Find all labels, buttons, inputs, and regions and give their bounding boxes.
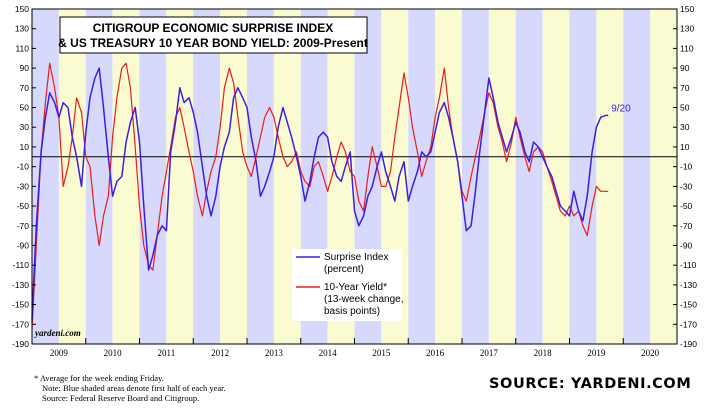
y-tick-label-left: -70 (17, 221, 30, 231)
y-tick-label-left: 110 (15, 43, 29, 53)
y-tick-label-right: 30 (680, 122, 690, 132)
x-tick-label: 2014 (319, 348, 338, 358)
y-tick-label-left: 10 (20, 142, 30, 152)
y-tick-label-right: -150 (680, 300, 697, 310)
y-tick-label-left: -190 (12, 339, 29, 349)
y-tick-label-right: -70 (680, 221, 693, 231)
y-tick-label-left: -110 (13, 260, 30, 270)
y-tick-label-right: -170 (680, 319, 697, 329)
footnotes: * Average for the week ending Friday. No… (34, 373, 454, 403)
x-tick-label: 2012 (211, 348, 229, 358)
y-tick-label-right: 10 (680, 142, 690, 152)
series-surprise-index-line (31, 67, 609, 320)
y-tick-label-left: -130 (12, 280, 29, 290)
y-axis-left: 150 130 110 90 70 50 30 10 -10 -30 -50 -70 -90 -110 -1… (12, 4, 36, 349)
title-box (59, 16, 368, 54)
band-first-half-2019 (569, 9, 597, 344)
x-tick-label: 2016 (426, 348, 445, 358)
y-tick-label-left: 70 (20, 83, 30, 93)
x-tick-label: 2011 (158, 348, 176, 358)
x-tick-label: 2019 (587, 348, 606, 358)
footnote-asterisk: * Average for the week ending Friday. (34, 373, 164, 383)
y-tick-label-left: -50 (17, 201, 30, 211)
band-second-half-2012 (220, 9, 247, 344)
legend: Surprise Index (percent) 10-Year Yield* … (292, 249, 404, 321)
y-axis-right: 150 130 110 90 70 50 30 10 -10 -30 -50 -70 -90 -110 -1… (673, 4, 697, 349)
chart-title-line1: CITIGROUP ECONOMIC SURPRISE INDEX (93, 21, 333, 35)
y-tick-label-right: -130 (680, 280, 697, 290)
band-second-half-2011 (166, 9, 194, 344)
x-tick-label: 2015 (372, 348, 391, 358)
y-tick-label-right: 90 (680, 63, 690, 73)
watermark-yardeni: yardeni.com (34, 328, 81, 338)
y-tick-label-right: -30 (680, 181, 693, 191)
band-second-half-2010 (112, 9, 140, 344)
band-first-half-2012 (193, 9, 221, 344)
y-tick-label-right: -190 (680, 339, 697, 349)
band-first-half-2018 (515, 9, 543, 344)
y-tick-label-left: -150 (12, 300, 29, 310)
chart-title-line2: & US TREASURY 10 YEAR BOND YIELD: 2009-P… (58, 36, 368, 50)
y-tick-label-left: -90 (17, 240, 30, 250)
y-tick-label-right: -110 (680, 260, 697, 270)
legend-label-yield-unit2: basis points) (324, 306, 380, 317)
y-tick-label-left: -30 (17, 181, 30, 191)
x-tick-label: 2018 (534, 348, 553, 358)
band-first-half-2011 (139, 9, 167, 344)
y-tick-label-left: 150 (15, 4, 29, 14)
x-tick-label: 2010 (104, 348, 123, 358)
band-second-half-2018 (542, 9, 570, 344)
x-tick-label: 2009 (50, 348, 69, 358)
legend-label-yield: 10-Year Yield* (324, 282, 387, 293)
y-tick-label-left: 50 (20, 103, 30, 113)
y-tick-label-right: -50 (680, 201, 693, 211)
band-first-half-2020 (623, 9, 651, 344)
x-tick-label: 2020 (641, 348, 660, 358)
footnote-source: Source: Federal Reserve Board and Citigr… (42, 393, 200, 403)
y-tick-label-right: 110 (680, 43, 694, 53)
x-tick-label: 2013 (265, 348, 284, 358)
band-second-half-2009 (58, 9, 86, 344)
band-first-half-2009 (32, 9, 59, 344)
x-axis: 2009 2010 2011 2012 2013 2014 2015 2016 2017 2018… (31, 338, 678, 358)
y-tick-label-right: -10 (680, 162, 693, 172)
legend-label-surprise-unit: (percent) (324, 264, 364, 275)
chart-canvas: 150 130 110 90 70 50 30 10 -10 -30 -50 -70 -90 -110 -1… (12, 4, 697, 358)
x-tick-label: 2017 (480, 348, 499, 358)
y-tick-label-right: 130 (680, 24, 694, 34)
source-label: SOURCE: YARDENI.COM (489, 376, 692, 392)
legend-label-yield-unit1: (13-week change, (324, 294, 404, 305)
band-first-half-2017 (462, 9, 489, 344)
annotation-latest-date: 9/20 (611, 103, 631, 114)
band-second-half-2019 (596, 9, 624, 344)
y-tick-label-right: 50 (680, 103, 690, 113)
y-tick-label-right: 70 (680, 83, 690, 93)
y-tick-label-right: 150 (680, 4, 694, 14)
band-second-half-2016 (435, 9, 462, 344)
y-tick-label-left: 30 (20, 122, 30, 132)
legend-label-surprise: Surprise Index (324, 252, 388, 263)
y-tick-label-left: 130 (15, 24, 29, 34)
band-second-half-2017 (488, 9, 516, 344)
y-tick-label-left: 90 (20, 63, 30, 73)
y-tick-label-right: -90 (680, 240, 693, 250)
footnote-note: Note: Blue shaded areas denote first hal… (42, 383, 226, 393)
y-tick-label-left: -170 (12, 319, 29, 329)
band-first-half-2010 (85, 9, 113, 344)
y-tick-label-left: -10 (17, 162, 30, 172)
band-second-half-2020 (650, 9, 677, 344)
